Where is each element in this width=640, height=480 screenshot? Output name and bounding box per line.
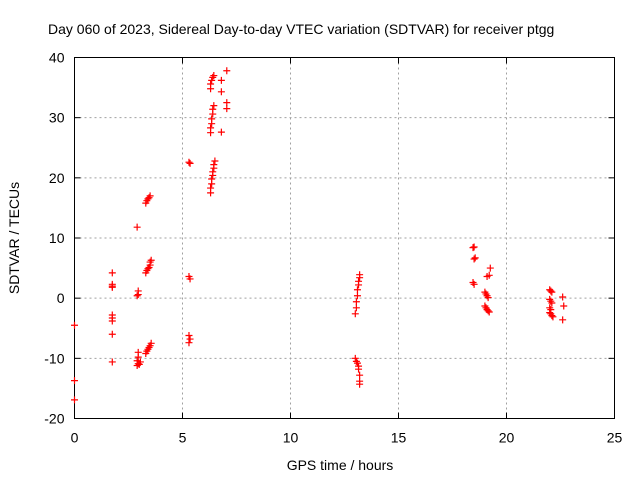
data-point — [217, 76, 225, 84]
data-point — [147, 256, 155, 264]
data-point — [223, 99, 231, 107]
x-axis-label: GPS time / hours — [287, 457, 394, 473]
data-point — [470, 255, 478, 263]
data-point — [352, 298, 360, 306]
data-point — [485, 308, 493, 316]
data-point — [146, 192, 154, 200]
data-point — [134, 353, 142, 361]
data-point — [484, 294, 492, 302]
data-point — [356, 371, 364, 379]
data-point — [351, 354, 359, 362]
x-tick-label: 15 — [391, 430, 407, 446]
data-point — [71, 396, 78, 404]
data-point — [356, 380, 364, 388]
data-point — [355, 365, 363, 373]
grid — [74, 57, 615, 419]
data-point — [223, 105, 231, 113]
y-tick-label: 0 — [57, 290, 65, 306]
data-point — [559, 316, 567, 324]
data-point — [134, 291, 142, 299]
x-tick-label: 0 — [71, 430, 79, 446]
y-tick-label: 30 — [49, 110, 65, 126]
data-point — [144, 265, 152, 273]
data-point — [210, 102, 218, 110]
data-point — [560, 302, 568, 310]
data-point — [353, 359, 361, 367]
data-point — [355, 277, 363, 285]
data-point — [548, 299, 556, 307]
data-point — [186, 159, 194, 167]
axis-ticks — [74, 57, 615, 419]
data-point — [471, 254, 479, 262]
data-point — [548, 288, 556, 296]
data-points — [71, 67, 568, 404]
y-tick-label: -10 — [44, 350, 64, 366]
data-point — [185, 339, 193, 347]
data-point — [207, 124, 215, 132]
y-tick-label: 10 — [49, 230, 65, 246]
data-point — [469, 244, 477, 252]
data-point — [549, 313, 557, 321]
chart-title: Day 060 of 2023, Sidereal Day-to-day VTE… — [48, 21, 554, 37]
y-tick-label: -20 — [44, 411, 64, 427]
data-point — [207, 184, 215, 192]
x-tick-label: 5 — [179, 430, 187, 446]
data-point — [353, 286, 361, 294]
data-point — [469, 279, 477, 287]
data-point — [485, 271, 493, 279]
data-point — [108, 330, 116, 338]
x-tick-labels: 0 5 10 15 20 25 — [71, 430, 623, 446]
data-point — [547, 287, 555, 295]
data-point — [108, 358, 116, 366]
data-point — [185, 331, 193, 339]
data-point — [210, 72, 218, 80]
data-point — [108, 269, 116, 277]
data-point — [470, 280, 478, 288]
data-point — [133, 292, 141, 300]
x-tick-label: 25 — [607, 430, 623, 446]
data-point — [207, 80, 215, 88]
data-point — [353, 292, 361, 300]
data-point — [470, 243, 478, 251]
data-point — [208, 115, 216, 123]
data-point — [209, 168, 217, 176]
data-point — [356, 271, 364, 279]
data-point — [185, 158, 193, 166]
data-point — [559, 293, 567, 301]
y-tick-label: 20 — [49, 170, 65, 186]
data-point — [136, 358, 144, 366]
data-point — [108, 282, 116, 290]
data-point — [352, 304, 360, 312]
data-point — [71, 321, 78, 329]
x-tick-label: 10 — [283, 430, 299, 446]
data-point — [108, 317, 116, 325]
data-point — [210, 161, 218, 169]
y-axis-label: SDTVAR / TECUs — [6, 182, 22, 294]
data-point — [486, 264, 494, 272]
data-point — [217, 88, 225, 96]
data-point — [71, 377, 78, 385]
data-point — [147, 339, 155, 347]
data-point — [351, 310, 359, 318]
data-point — [223, 67, 231, 75]
y-tick-label: 40 — [49, 50, 65, 66]
x-tick-label: 20 — [499, 430, 515, 446]
data-point — [217, 128, 225, 136]
data-point — [484, 307, 492, 315]
data-point — [186, 275, 194, 283]
data-point — [208, 76, 216, 84]
data-point — [547, 297, 555, 305]
data-point — [211, 157, 219, 165]
data-point — [548, 312, 556, 320]
data-point — [133, 223, 141, 231]
y-tick-labels: -20 -10 0 10 20 30 40 — [44, 50, 64, 427]
data-point — [209, 105, 217, 113]
data-point — [208, 175, 216, 183]
data-point — [186, 335, 194, 343]
